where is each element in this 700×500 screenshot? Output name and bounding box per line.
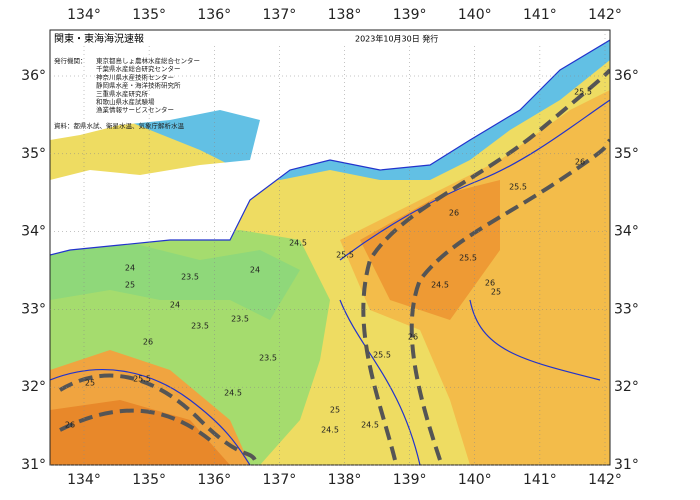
contour-labels: 23.5 23.5 23.5 23.5 24 24 24 24.5 24.5 2… <box>65 88 592 435</box>
latitude-label: 34° <box>21 224 46 240</box>
longitude-label: 138° <box>328 7 362 23</box>
latitude-label: 36° <box>21 68 46 84</box>
coastline <box>50 39 610 256</box>
contour-label: 25 <box>85 379 95 388</box>
contour-label: 24.5 <box>361 421 379 430</box>
longitude-label: 137° <box>263 472 297 488</box>
contour-label: 25 <box>491 288 501 297</box>
contour-label: 25 <box>330 406 340 415</box>
contour-label: 23.5 <box>191 322 209 331</box>
contour-label: 26 <box>143 338 153 347</box>
contour-label: 25.5 <box>509 183 527 192</box>
latitude-label: 33° <box>614 301 639 317</box>
longitude-label: 137° <box>263 7 297 23</box>
latitude-label: 34° <box>614 224 639 240</box>
contour-label: 24.5 <box>321 426 339 435</box>
contour-label: 23.5 <box>231 315 249 324</box>
contour-label: 24 <box>125 264 135 273</box>
kuroshio-core <box>360 180 500 320</box>
issuer-name: 神奈川県水産技術センター <box>96 72 174 81</box>
contour-label: 24 <box>170 301 180 310</box>
issue-date: 2023年10月30日 発行 <box>355 34 438 44</box>
latitude-label: 35° <box>21 146 46 162</box>
issuers-label: 発行機関： <box>54 56 87 65</box>
longitude-label: 134° <box>67 7 101 23</box>
longitude-label: 136° <box>197 7 231 23</box>
longitude-label: 139° <box>393 472 427 488</box>
issuer-name: 千葉県水産総合研究センター <box>96 64 181 73</box>
contour-label: 25.5 <box>459 254 477 263</box>
contour-label: 25.5 <box>336 251 354 260</box>
longitude-label: 134° <box>67 472 101 488</box>
map-body <box>50 30 610 465</box>
longitude-label: 142° <box>588 472 622 488</box>
kuroshio-axis <box>58 373 257 462</box>
longitude-label: 135° <box>132 7 166 23</box>
isotherm <box>50 369 251 465</box>
graticule: 134° 134° 135° 135° 136° 136° 137° 137° 138° 138°… <box>21 7 639 488</box>
issuer-list: 東京都島しょ農林水産総合センター千葉県水産総合研究センター神奈川県水産技術センタ… <box>96 56 200 114</box>
issuer-name: 東京都島しょ農林水産総合センター <box>96 56 200 65</box>
map-title: 関東・東海海況速報 <box>54 32 144 45</box>
latitude-label: 33° <box>21 301 46 317</box>
issuer-name: 漁業情報サービスセンター <box>96 105 174 114</box>
contour-label: 24.5 <box>431 281 449 290</box>
longitude-label: 138° <box>328 472 362 488</box>
latitude-label: 31° <box>21 457 46 473</box>
latitude-label: 36° <box>614 68 639 84</box>
contour-label: 24 <box>250 266 260 275</box>
isotherm <box>339 99 610 261</box>
longitude-label: 142° <box>588 7 622 23</box>
contour-label: 26 <box>65 421 75 430</box>
cool-zone-green <box>50 230 300 320</box>
contour-label: 25.5 <box>574 88 592 97</box>
longitude-label: 140° <box>458 7 492 23</box>
longitude-label: 141° <box>523 7 557 23</box>
issuer-name: 静岡県水産・海洋技術研究所 <box>96 81 181 90</box>
longitude-label: 135° <box>132 472 166 488</box>
kuroshio-axis <box>409 138 610 461</box>
isotherm <box>469 299 601 381</box>
latitude-label: 32° <box>21 379 46 395</box>
contour-label: 25.5 <box>373 351 391 360</box>
contour-label: 23.5 <box>259 354 277 363</box>
contour-label: 24.5 <box>224 389 242 398</box>
contour-label: 25 <box>125 281 135 290</box>
isotherm <box>339 299 421 465</box>
source-note: 資料：都県水試、衛星水温、気象庁解析水温 <box>54 121 185 130</box>
contour-label: 26 <box>485 279 495 288</box>
longitude-label: 136° <box>197 472 231 488</box>
contour-label: 26 <box>408 333 418 342</box>
kuroshio-axis <box>59 408 212 442</box>
issuer-name: 和歌山県水産試験場 <box>96 97 155 106</box>
contour-label: 24.5 <box>289 239 307 248</box>
warm-core-orange <box>50 400 230 465</box>
latitude-label: 31° <box>614 457 639 473</box>
contour-label: 26 <box>449 209 459 218</box>
contour-label: 23.5 <box>181 273 199 282</box>
kuroshio-axis <box>361 68 610 461</box>
issuer-name: 三重県水産研究所 <box>96 89 149 98</box>
contour-label: 26 <box>575 158 585 167</box>
longitude-label: 139° <box>393 7 427 23</box>
header-bar <box>52 32 592 44</box>
latitude-label: 32° <box>614 379 639 395</box>
land <box>50 30 610 255</box>
longitude-label: 140° <box>458 472 492 488</box>
contour-label: 25.5 <box>133 375 151 384</box>
latitude-label: 35° <box>614 146 639 162</box>
longitude-label: 141° <box>523 472 557 488</box>
